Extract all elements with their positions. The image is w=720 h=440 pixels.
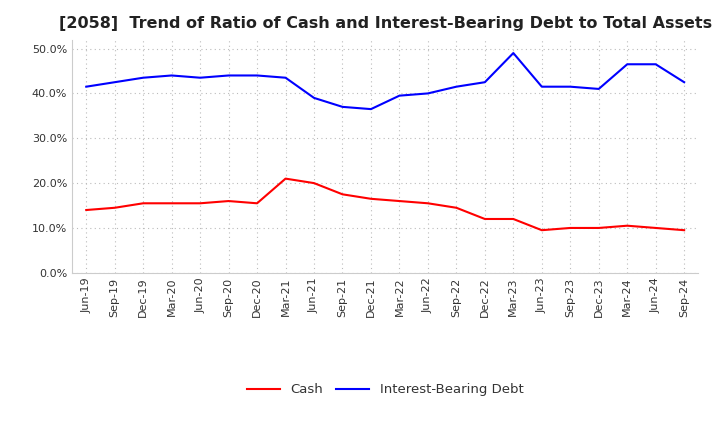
Cash bbox=[196, 201, 204, 206]
Cash bbox=[225, 198, 233, 204]
Cash bbox=[139, 201, 148, 206]
Interest-Bearing Debt bbox=[595, 86, 603, 92]
Line: Interest-Bearing Debt: Interest-Bearing Debt bbox=[86, 53, 684, 109]
Cash bbox=[623, 223, 631, 228]
Interest-Bearing Debt bbox=[196, 75, 204, 81]
Interest-Bearing Debt bbox=[167, 73, 176, 78]
Interest-Bearing Debt bbox=[366, 106, 375, 112]
Legend: Cash, Interest-Bearing Debt: Cash, Interest-Bearing Debt bbox=[241, 378, 529, 401]
Cash bbox=[537, 227, 546, 233]
Cash bbox=[452, 205, 461, 210]
Cash bbox=[110, 205, 119, 210]
Line: Cash: Cash bbox=[86, 179, 684, 230]
Interest-Bearing Debt bbox=[480, 80, 489, 85]
Cash bbox=[338, 192, 347, 197]
Cash bbox=[652, 225, 660, 231]
Interest-Bearing Debt bbox=[566, 84, 575, 89]
Interest-Bearing Debt bbox=[82, 84, 91, 89]
Interest-Bearing Debt bbox=[452, 84, 461, 89]
Interest-Bearing Debt bbox=[537, 84, 546, 89]
Interest-Bearing Debt bbox=[282, 75, 290, 81]
Cash bbox=[595, 225, 603, 231]
Interest-Bearing Debt bbox=[225, 73, 233, 78]
Interest-Bearing Debt bbox=[423, 91, 432, 96]
Interest-Bearing Debt bbox=[139, 75, 148, 81]
Interest-Bearing Debt bbox=[310, 95, 318, 101]
Cash bbox=[423, 201, 432, 206]
Interest-Bearing Debt bbox=[652, 62, 660, 67]
Cash bbox=[82, 207, 91, 213]
Cash bbox=[680, 227, 688, 233]
Interest-Bearing Debt bbox=[395, 93, 404, 98]
Title: [2058]  Trend of Ratio of Cash and Interest-Bearing Debt to Total Assets: [2058] Trend of Ratio of Cash and Intere… bbox=[58, 16, 712, 32]
Interest-Bearing Debt bbox=[253, 73, 261, 78]
Cash bbox=[253, 201, 261, 206]
Interest-Bearing Debt bbox=[680, 80, 688, 85]
Cash bbox=[167, 201, 176, 206]
Interest-Bearing Debt bbox=[623, 62, 631, 67]
Cash bbox=[509, 216, 518, 222]
Cash bbox=[310, 180, 318, 186]
Cash bbox=[366, 196, 375, 202]
Interest-Bearing Debt bbox=[338, 104, 347, 110]
Cash bbox=[282, 176, 290, 181]
Cash bbox=[395, 198, 404, 204]
Interest-Bearing Debt bbox=[509, 51, 518, 56]
Cash bbox=[566, 225, 575, 231]
Interest-Bearing Debt bbox=[110, 80, 119, 85]
Cash bbox=[480, 216, 489, 222]
